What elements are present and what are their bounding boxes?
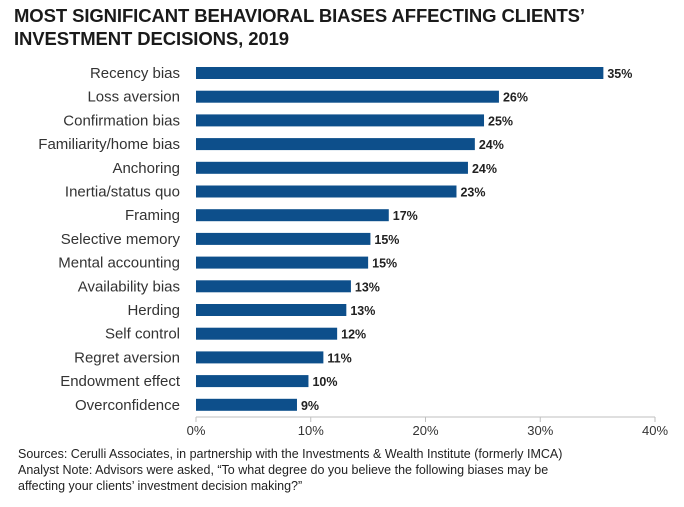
value-label: 24% — [472, 162, 497, 176]
bar — [196, 280, 351, 293]
category-label: Herding — [127, 302, 180, 319]
category-label: Mental accounting — [58, 255, 180, 272]
value-label: 13% — [350, 304, 375, 318]
category-label: Anchoring — [112, 160, 180, 177]
x-tick-label: 20% — [412, 423, 438, 438]
bar — [196, 67, 604, 79]
bar — [196, 138, 475, 151]
value-label: 35% — [607, 67, 632, 81]
x-axis: 0% 10% 20% 30% 40% — [187, 416, 668, 438]
x-tick-label: 30% — [527, 423, 553, 438]
bar — [196, 256, 369, 269]
bar — [196, 327, 338, 340]
value-label: 15% — [374, 233, 399, 247]
bar — [196, 209, 389, 222]
bar-group: Recency bias 35% Loss aversion 26% Confirmat… — [38, 65, 632, 414]
category-label: Confirmation bias — [63, 112, 180, 129]
category-label: Overconfidence — [75, 397, 180, 414]
bar — [196, 304, 347, 316]
bar — [196, 398, 297, 411]
bar — [196, 232, 371, 245]
sources-note: Sources: Cerulli Associates, in partners… — [18, 447, 563, 461]
value-label: 17% — [393, 209, 418, 223]
category-label: Regret aversion — [74, 349, 180, 366]
value-label: 12% — [341, 328, 366, 342]
bar — [196, 375, 309, 388]
x-tick-label: 0% — [187, 423, 206, 438]
category-label: Availability bias — [78, 278, 180, 295]
analyst-note-line-1: Analyst Note: Advisors were asked, “To w… — [18, 463, 549, 477]
category-label: Self control — [105, 326, 180, 343]
category-label: Loss aversion — [87, 89, 180, 106]
value-label: 24% — [479, 138, 504, 152]
value-label: 11% — [327, 351, 351, 365]
value-label: 13% — [355, 280, 380, 294]
analyst-note-line-2: affecting your clients’ investment decis… — [18, 479, 303, 493]
value-label: 9% — [301, 399, 319, 413]
bar — [196, 185, 457, 198]
x-tick-label: 40% — [642, 423, 668, 438]
chart-title: MOST SIGNIFICANT BEHAVIORAL BIASES AFFEC… — [14, 5, 584, 49]
value-label: 15% — [372, 257, 397, 271]
category-label: Recency bias — [90, 65, 180, 82]
x-tick-label: 10% — [298, 423, 324, 438]
category-label: Inertia/status quo — [65, 184, 180, 201]
bar — [196, 90, 499, 103]
bar — [196, 351, 324, 364]
value-label: 25% — [488, 114, 513, 128]
bar-chart: Recency bias 35% Loss aversion 26% Confirmat… — [38, 65, 668, 438]
bar — [196, 161, 468, 174]
bar — [196, 114, 485, 127]
category-label: Selective memory — [61, 231, 181, 248]
value-label: 10% — [312, 375, 337, 389]
chart-notes: Sources: Cerulli Associates, in partners… — [18, 446, 678, 494]
category-label: Endowment effect — [60, 373, 181, 390]
value-label: 23% — [460, 186, 485, 200]
category-label: Familiarity/home bias — [38, 136, 180, 153]
value-label: 26% — [503, 91, 528, 105]
category-label: Framing — [125, 207, 180, 224]
